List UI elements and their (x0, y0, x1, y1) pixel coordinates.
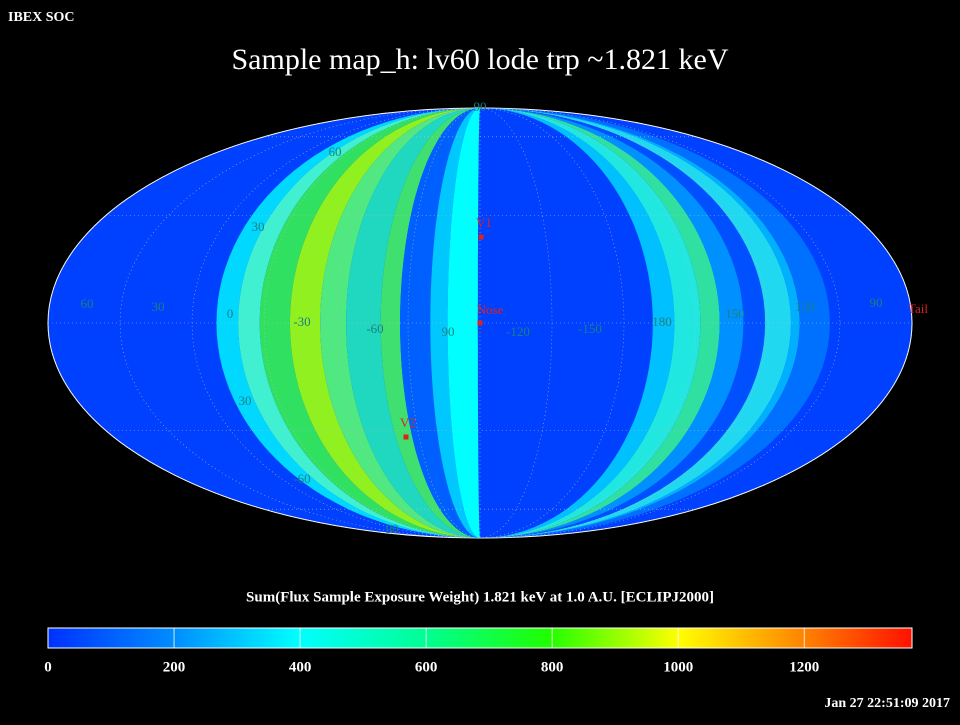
grid-label: 30 (239, 393, 252, 408)
flux-band (289, 108, 480, 538)
colorbar-tick-label: 0 (44, 659, 52, 675)
flux-band (320, 108, 480, 538)
colorbar-tick-label: 800 (541, 659, 564, 675)
colorbar-tick-label: 1200 (789, 659, 819, 675)
grid-label: -30 (293, 314, 310, 329)
grid-label: 90 (386, 521, 399, 536)
colorbar-tick-label: 200 (163, 659, 186, 675)
grid-label: 60 (329, 144, 342, 159)
grid-label: 90 (870, 295, 883, 310)
grid-label: -60 (293, 471, 310, 486)
timestamp: Jan 27 22:51:09 2017 (824, 696, 950, 711)
grid-label: -60 (366, 321, 383, 336)
colorbar-tick-label: 1000 (663, 659, 693, 675)
marker-label: Nose (477, 302, 504, 317)
grid-label: -120 (506, 324, 530, 339)
grid-label: 60 (81, 296, 94, 311)
grid-label: 90 (474, 99, 487, 114)
grid-label: 180 (652, 314, 672, 329)
grid-label: -150 (578, 321, 602, 336)
grid-label: 90 (442, 324, 455, 339)
marker-label: V1 (476, 215, 492, 230)
colorbar-label: Sum(Flux Sample Exposure Weight) 1.821 k… (246, 589, 714, 605)
title: Sample map_h: lv60 lode trp ~1.821 keV (232, 43, 729, 76)
grid-label: 30 (152, 299, 165, 314)
marker-dot (477, 320, 483, 326)
colorbar-tick-label: 400 (289, 659, 312, 675)
colorbar (47, 627, 913, 649)
map-labels: 60 30 0 -30 -60 90 -120 -150 180 150 120 90 90 60 30 30… (81, 99, 929, 536)
grid-label: 30 (252, 219, 265, 234)
grid-label: 120 (795, 299, 815, 314)
marker-dot (478, 234, 484, 240)
source-label: IBEX SOC (8, 10, 75, 25)
flux-band (447, 108, 480, 538)
marker-label: Tail (908, 301, 928, 316)
grid-label: 150 (725, 306, 745, 321)
flux-band (400, 108, 480, 538)
colorbar-ticks: 0 200 400 600 800 1000 1200 (44, 628, 819, 675)
grid-label: 0 (227, 306, 234, 321)
marker-dot (403, 434, 409, 440)
flux-band (380, 108, 480, 538)
flux-band (346, 108, 480, 538)
marker-label: V2 (400, 415, 416, 430)
colorbar-tick-label: 600 (415, 659, 438, 675)
